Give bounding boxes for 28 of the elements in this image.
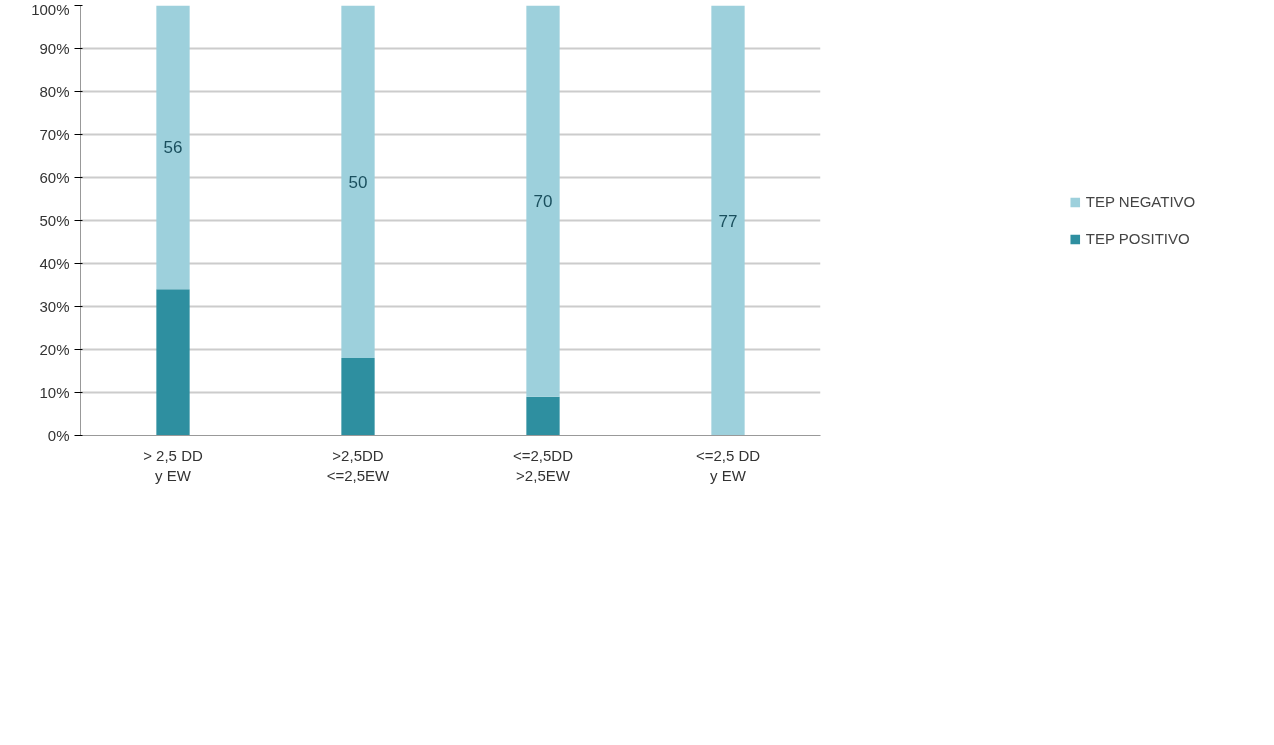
y-tick-label: 10%	[39, 384, 70, 401]
annotation: 77	[718, 211, 738, 231]
y-tick-label: 90%	[39, 40, 70, 57]
x-tick-label: <=2,5 DD y EW	[695, 446, 761, 484]
bar	[341, 358, 375, 436]
annotation: 50	[348, 172, 368, 192]
y-tick-label: 20%	[39, 341, 70, 358]
bar	[341, 5, 375, 359]
x-tick-label: <=2,5DD >2,5EW	[512, 446, 574, 484]
y-tick-label: 30%	[39, 298, 70, 315]
annotation: 56	[163, 138, 183, 158]
bar	[156, 5, 190, 290]
y-tick-label: 100%	[31, 0, 70, 18]
bar	[526, 5, 560, 397]
annotation: 70	[533, 192, 553, 212]
y-tick-label: 50%	[39, 212, 70, 229]
y-tick-label: 80%	[39, 83, 70, 100]
x-tick-label: > 2,5 DD y EW	[143, 446, 203, 484]
y-tick-label: 0%	[47, 427, 70, 444]
y-tick-label: 70%	[39, 126, 70, 143]
y-tick-label: 40%	[39, 255, 70, 272]
bar	[711, 5, 745, 436]
legend-label: TEP NEGATIVO	[1085, 193, 1196, 210]
y-tick-label: 60%	[39, 169, 70, 186]
bar	[156, 289, 190, 436]
legend-label: TEP POSITIVO	[1085, 230, 1190, 247]
bar	[526, 396, 560, 436]
x-tick-label: >2,5DD <=2,5EW	[326, 446, 391, 484]
